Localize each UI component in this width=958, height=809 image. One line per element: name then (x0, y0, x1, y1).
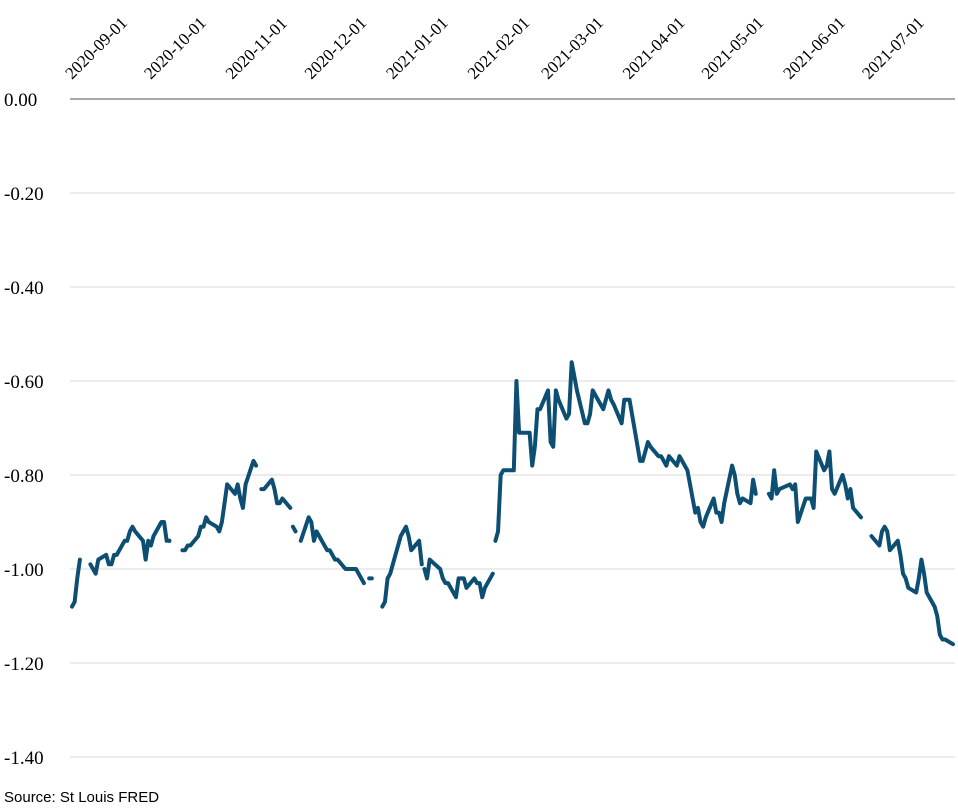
y-tick-label: -1.20 (4, 654, 44, 675)
x-tick-label: 2020-12-01 (301, 13, 371, 83)
x-tick-label: 2021-05-01 (698, 13, 768, 83)
series-line-segment (766, 449, 863, 524)
series-line-segment (493, 360, 758, 543)
x-axis-tick-labels: 2020-09-01 2020-10-01 2020-11-01 2020-12-01… (61, 13, 927, 83)
series-line-segment (298, 515, 366, 586)
x-tick-label: 2021-06-01 (779, 13, 849, 83)
series-line-segment (869, 524, 955, 647)
series-line-segment (290, 524, 298, 534)
series-point (167, 538, 172, 543)
y-tick-label: -0.80 (4, 466, 44, 487)
series-line-segment (88, 520, 169, 576)
x-tick-label: 2020-10-01 (140, 13, 210, 83)
series-line-segment (259, 477, 293, 510)
gridlines (70, 98, 955, 758)
x-tick-label: 2020-11-01 (222, 14, 291, 83)
series-line-segment (422, 557, 495, 600)
y-axis-tick-labels: 0.00 -0.20 -0.40 -0.60 -0.80 -1.00 -1.20 -1.40 (4, 90, 44, 769)
series-line-group (70, 360, 955, 647)
source-note: Source: St Louis FRED (4, 789, 160, 806)
y-tick-label: -1.00 (4, 560, 44, 581)
series-line-segment (70, 557, 82, 609)
series-line-segment (180, 458, 259, 553)
x-tick-label: 2021-03-01 (537, 13, 607, 83)
y-tick-label: -0.40 (4, 278, 44, 299)
y-tick-label: -1.40 (4, 748, 44, 769)
series-line-segment (380, 524, 424, 609)
y-tick-label: -0.20 (4, 184, 44, 205)
x-tick-label: 2021-02-01 (464, 13, 534, 83)
x-tick-label: 2021-01-01 (382, 13, 452, 83)
y-tick-label: 0.00 (4, 90, 37, 111)
x-tick-label: 2021-04-01 (619, 13, 689, 83)
x-tick-label: 2020-09-01 (61, 13, 131, 83)
x-tick-label: 2021-07-01 (858, 13, 928, 83)
y-tick-label: -0.60 (4, 372, 44, 393)
